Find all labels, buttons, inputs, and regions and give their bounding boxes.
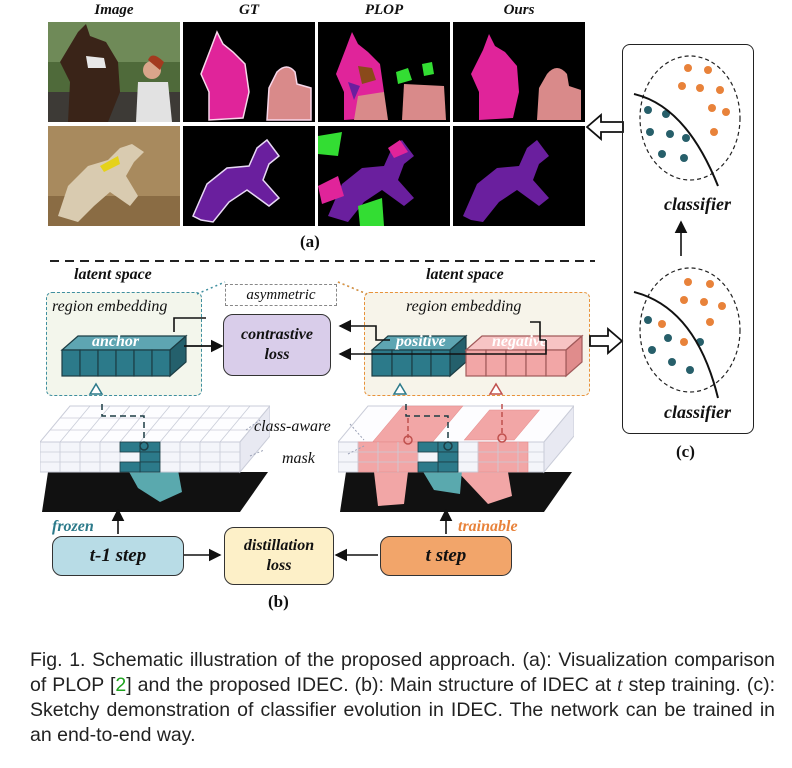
frozen-label: frozen	[52, 518, 94, 535]
contrastive-arrows	[173, 317, 547, 361]
positive-label: positive	[396, 333, 446, 350]
anchor-label: anchor	[92, 333, 140, 350]
caption-part2: ] and the proposed IDEC. (b): Main struc…	[126, 674, 618, 696]
classifier-bottom-diagram	[633, 267, 741, 399]
header-ours: Ours	[503, 2, 535, 18]
arrow-to-a	[585, 113, 624, 141]
arrow-to-c	[589, 327, 624, 355]
caption-part1: Fig. 1. Schematic illustration of the pr…	[30, 649, 775, 696]
figure-caption: Fig. 1. Schematic illustration of the pr…	[30, 648, 775, 748]
step-arrows	[111, 508, 453, 562]
latent-space-right: latent space	[426, 266, 504, 283]
region-embedding-left: region embedding	[52, 298, 168, 315]
distillation-loss-line2: loss	[266, 557, 292, 574]
mask-pointer-lines	[245, 419, 365, 457]
separator-line	[50, 260, 595, 262]
citation-link[interactable]: 2	[115, 674, 127, 696]
negative-embedding	[464, 334, 584, 378]
header-image: Image	[94, 2, 134, 18]
panel-b-label: (b)	[268, 592, 289, 611]
region-embedding-right: region embedding	[406, 298, 522, 315]
classifier-evolution-arrow	[674, 220, 688, 256]
asymmetric-connector	[196, 281, 368, 295]
mask-grid-left	[40, 382, 270, 512]
tile-dog-image	[48, 126, 180, 226]
t-step-box: t step	[380, 536, 512, 576]
panel-a-label: (a)	[300, 232, 320, 251]
tile-dog-gt	[183, 126, 315, 226]
caption-t: t	[617, 675, 623, 696]
tile-horse-gt	[183, 22, 315, 122]
header-plop: PLOP	[364, 2, 404, 18]
mask-label: mask	[282, 450, 315, 467]
contrastive-loss-box: contrastive loss	[223, 314, 331, 376]
distillation-loss-box: distillation loss	[224, 527, 334, 585]
caption-part3: step training. (c): Sketchy demonstratio…	[30, 674, 775, 746]
contrastive-loss-line1: contrastive	[241, 326, 313, 343]
tile-horse-image	[48, 22, 180, 122]
tile-dog-ours	[453, 126, 585, 226]
contrastive-loss-line2: loss	[264, 346, 290, 363]
classifier-bottom-label: classifier	[664, 402, 731, 422]
classifier-top-label: classifier	[664, 194, 731, 214]
asymmetric-label: asymmetric	[225, 284, 337, 306]
negative-label: negative	[492, 333, 548, 350]
tile-dog-plop	[318, 126, 450, 226]
t1-step-box: t-1 step	[52, 536, 184, 576]
anchor-embedding	[60, 334, 188, 378]
positive-embedding	[370, 334, 468, 378]
trainable-label: trainable	[458, 518, 518, 535]
header-gt: GT	[239, 2, 259, 18]
distillation-loss-line1: distillation	[243, 537, 315, 554]
panel-c-frame	[622, 44, 754, 434]
tile-horse-ours	[453, 22, 585, 122]
latent-space-left: latent space	[74, 266, 152, 283]
class-aware-label: class-aware	[254, 418, 331, 435]
tile-horse-plop	[318, 22, 450, 122]
panel-c-label: (c)	[676, 442, 695, 461]
classifier-top-diagram	[633, 55, 741, 187]
mask-grid-right	[338, 382, 574, 512]
